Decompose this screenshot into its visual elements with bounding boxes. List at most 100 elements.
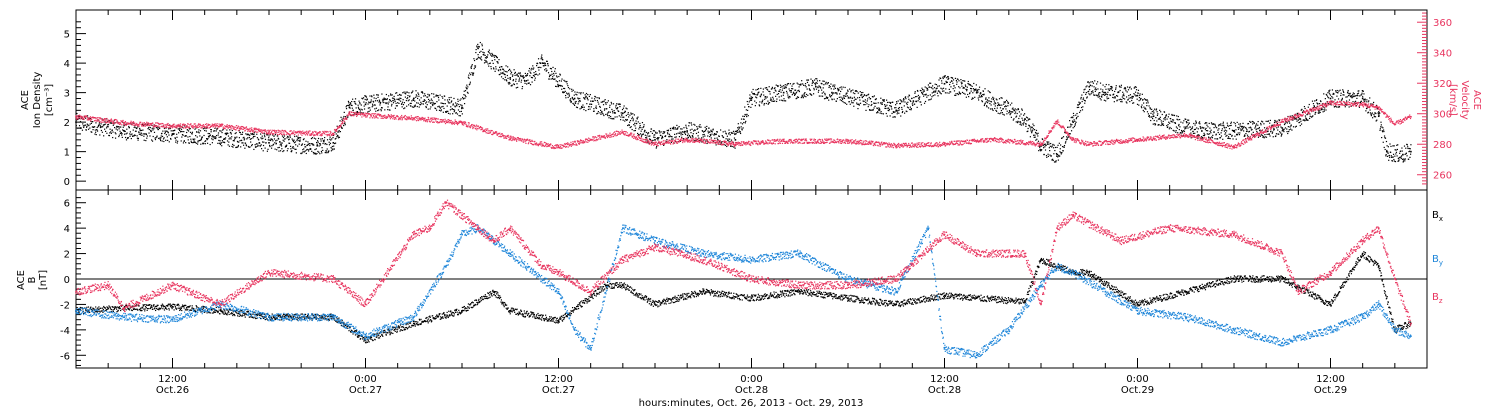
density-series-sample [157, 127, 159, 129]
density-series-sample [1145, 99, 1147, 101]
density-series-sample [870, 109, 872, 111]
density-series-sample [840, 90, 842, 93]
density-series-sample [358, 100, 360, 102]
density-series-sample [830, 83, 832, 85]
density-series-sample [205, 130, 207, 132]
density-series-sample [1166, 125, 1168, 127]
density-series-sample [705, 128, 708, 130]
density-series-sample [83, 126, 85, 129]
density-series-sample [1088, 88, 1091, 91]
density-series-sample [1259, 135, 1261, 137]
density-series-sample [885, 112, 887, 115]
density-series-sample [780, 95, 783, 97]
density-series-sample [589, 108, 591, 110]
density-series-sample [1181, 130, 1183, 133]
density-series-sample [763, 94, 765, 96]
density-series-sample [1034, 136, 1036, 138]
density-series-sample [518, 79, 520, 81]
density-series-sample [795, 98, 797, 100]
density-series-sample [853, 100, 855, 102]
velocity-series-sample [103, 118, 106, 120]
density-series-sample [372, 101, 375, 103]
density-series-sample [356, 111, 359, 113]
density-series-sample [106, 124, 109, 126]
density-series-sample [1390, 151, 1392, 153]
density-series-sample [454, 109, 456, 111]
density-series-sample [850, 90, 852, 92]
density-series-sample [1324, 98, 1326, 100]
velocity-series-sample [119, 122, 121, 124]
velocity-series-sample [243, 126, 245, 129]
density-series-sample [1404, 153, 1406, 156]
density-series-sample [106, 126, 108, 128]
density-series-sample [1172, 129, 1174, 131]
density-series-sample [1003, 101, 1005, 103]
density-series-sample [553, 74, 555, 76]
velocity-series-sample [261, 129, 263, 131]
density-series-sample [837, 90, 839, 92]
density-series-sample [943, 75, 945, 78]
density-series-sample [616, 103, 618, 105]
density-series-sample [110, 131, 112, 133]
density-series-sample [1242, 122, 1244, 124]
density-series-sample [576, 106, 579, 109]
density-series-point [1385, 150, 1388, 153]
density-series-sample [825, 81, 827, 83]
density-series-sample [712, 129, 714, 131]
density-series-sample [627, 112, 629, 114]
density-series-sample [1177, 132, 1179, 134]
density-series-sample [1007, 102, 1010, 104]
density-series-sample [948, 88, 950, 91]
density-series-sample [847, 97, 849, 99]
density-series-sample [282, 139, 284, 141]
density-series-sample [894, 111, 896, 113]
density-series-sample [703, 130, 706, 132]
density-series-sample [1382, 127, 1384, 129]
density-series-sample [1052, 143, 1054, 146]
density-series-sample [809, 93, 811, 95]
density-series-sample [713, 134, 715, 136]
density-series-sample [451, 100, 453, 102]
density-series-sample [937, 85, 939, 87]
density-series-sample [552, 66, 554, 68]
density-series-sample [1092, 82, 1095, 84]
density-series-sample [702, 134, 704, 136]
density-series-sample [634, 125, 636, 127]
density-series-sample [997, 102, 999, 104]
density-series-sample [338, 129, 340, 132]
density-series-sample [1193, 122, 1195, 125]
density-series-sample [922, 93, 924, 96]
density-series-sample [501, 68, 504, 70]
density-series-sample [837, 87, 839, 90]
density-series-sample [734, 133, 736, 136]
density-series-sample [977, 91, 979, 93]
velocity-series-sample [141, 125, 143, 127]
density-series-sample [1248, 127, 1250, 129]
density-series-sample [457, 109, 460, 111]
density-series-sample [213, 137, 215, 139]
density-series-sample [770, 88, 773, 90]
velocity-series-sample [258, 128, 260, 130]
velocity-series-sample [75, 118, 78, 120]
density-series-sample [859, 102, 862, 104]
velocity-series-sample [126, 122, 128, 124]
density-series-sample [521, 88, 523, 90]
velocity-series-sample [240, 127, 242, 130]
density-series-sample [913, 100, 915, 102]
density-series-sample [1278, 133, 1280, 135]
velocity-series-sample [142, 122, 144, 124]
density-series-sample [642, 133, 645, 135]
density-series-sample [360, 104, 362, 106]
velocity-series-sample [198, 123, 200, 125]
density-series-sample [1249, 120, 1251, 123]
density-series-sample [650, 128, 653, 130]
density-series-sample [737, 123, 739, 125]
density-series-sample [1019, 115, 1021, 117]
velocity-series-sample [100, 121, 102, 123]
velocity-series-sample [82, 117, 84, 119]
density-series-sample [836, 98, 838, 100]
density-series-sample [496, 57, 498, 59]
density-series-sample [677, 127, 679, 129]
density-series-sample [540, 58, 542, 60]
density-series-sample [1310, 116, 1313, 118]
